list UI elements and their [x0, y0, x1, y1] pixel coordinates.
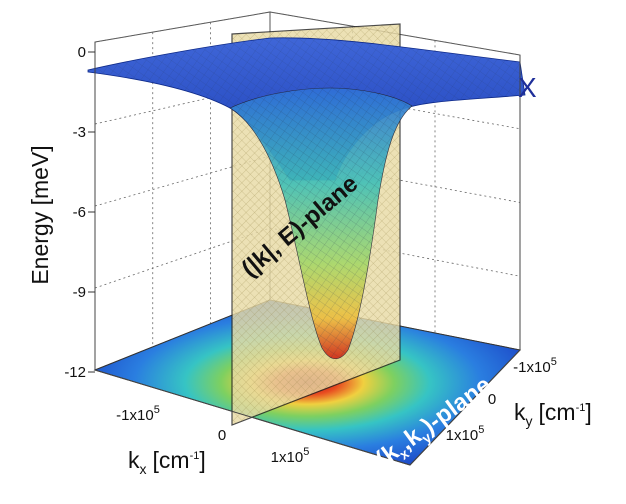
z-tick-label: -6	[73, 204, 86, 221]
z-axis-title: Energy [meV]	[27, 145, 53, 284]
y-tick-label: 0	[488, 391, 496, 408]
x-tick-label: -1x105	[116, 404, 160, 424]
z-tick-label: -9	[73, 284, 86, 301]
z-tick-label: -12	[64, 364, 86, 381]
x-axis-ticks: -1x105 0 1x105	[116, 404, 309, 466]
z-axis-ticks: 0 -3 -6 -9 -12	[64, 44, 95, 381]
y-tick-label: 1x105	[446, 424, 485, 444]
z-tick-label: -3	[73, 124, 86, 141]
wall-gridline	[94, 11, 521, 56]
wall-gridline	[94, 155, 521, 207]
y-tick-label: -1x105	[513, 356, 557, 376]
z-tick-label: 0	[78, 44, 86, 61]
y-axis-title: ky [cm-1]	[514, 399, 592, 429]
surface-well-mesh	[230, 88, 412, 359]
box-front-edges	[94, 42, 521, 466]
x-axis-title: kx [cm-1]	[128, 447, 206, 477]
corner-x-mark: X	[518, 72, 537, 103]
x-tick-label: 0	[218, 427, 226, 444]
x-tick-label: 1x105	[271, 446, 310, 466]
